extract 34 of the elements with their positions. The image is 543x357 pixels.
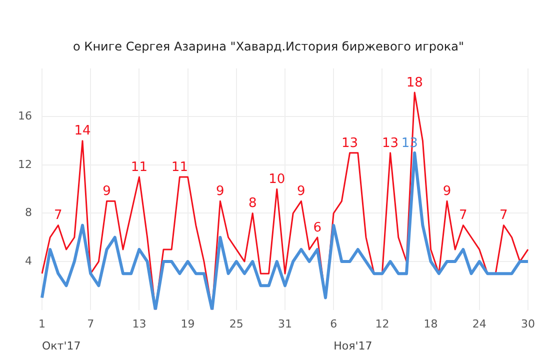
- x-tick-label: 6: [330, 317, 338, 330]
- data-label: 13: [342, 136, 358, 151]
- x-tick-label: 19: [180, 317, 195, 330]
- x-tick-label: 1: [38, 317, 46, 330]
- data-label: 11: [130, 160, 148, 175]
- x-tick-label: 12: [375, 317, 390, 330]
- y-tick-label: 8: [24, 206, 32, 220]
- data-label: 9: [102, 184, 111, 200]
- data-label: 9: [442, 184, 452, 200]
- x-tick-label: 13: [132, 317, 146, 330]
- y-tick-label: 16: [18, 110, 32, 123]
- data-label: 18: [406, 75, 423, 90]
- chart-subtitle: о Книге Сергея Азарина "Хавард.История биржевого игрока": [73, 39, 464, 54]
- data-label: 8: [248, 196, 257, 212]
- x-tick-label: 30: [521, 317, 535, 330]
- text: Ноя'17: [334, 339, 372, 352]
- data-label: 7: [54, 208, 62, 224]
- x-tick-label: 7: [87, 317, 94, 330]
- x-tick-label: 18: [424, 317, 438, 330]
- data-label: 7: [500, 208, 508, 224]
- data-label: 11: [171, 160, 188, 175]
- data-label: 9: [216, 184, 224, 200]
- x-tick-label: 25: [229, 317, 244, 330]
- data-label: 10: [268, 172, 286, 187]
- x-tick-label: 31: [278, 317, 292, 330]
- y-tick-label: 12: [18, 158, 32, 171]
- y-tick-label: 4: [24, 254, 32, 268]
- data-label: 7: [459, 208, 468, 224]
- data-label: 13: [382, 136, 399, 151]
- x-tick-label: 24: [472, 317, 486, 330]
- data-label: 9: [297, 184, 306, 200]
- text: Окт'17: [42, 339, 81, 352]
- data-label: 14: [74, 124, 91, 139]
- data-label: 6: [313, 220, 322, 236]
